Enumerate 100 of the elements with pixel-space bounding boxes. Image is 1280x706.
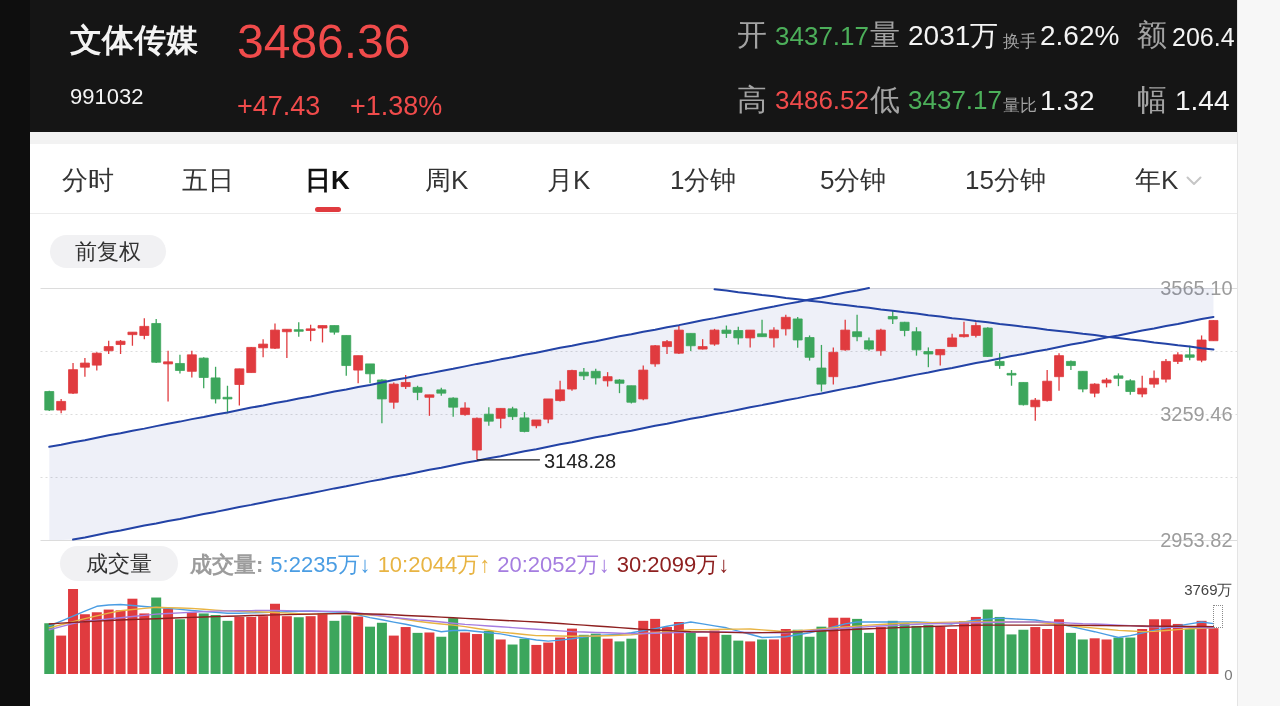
- candlestick: [1054, 352, 1064, 392]
- text: 低: [870, 82, 900, 118]
- candlestick: [1042, 369, 1053, 403]
- bar: [1089, 638, 1100, 674]
- bar: [1184, 628, 1195, 674]
- text: 开: [737, 17, 767, 53]
- candlestick: [353, 355, 364, 384]
- bar: [1077, 639, 1088, 674]
- text: 高: [737, 82, 767, 118]
- text: 成交量:: [190, 551, 264, 579]
- bar: [1113, 637, 1124, 674]
- text: 月K: [547, 165, 591, 197]
- candlestick: [875, 328, 886, 357]
- bar: [709, 630, 720, 674]
- bar: [994, 616, 1005, 674]
- bar: [56, 635, 67, 674]
- bar: [970, 616, 981, 674]
- bar: [959, 621, 969, 674]
- bar: [68, 589, 79, 674]
- candlestick: [1077, 370, 1088, 393]
- bar: [305, 616, 316, 674]
- bar: [198, 613, 209, 674]
- bar: [1137, 628, 1148, 674]
- bar: [1172, 623, 1183, 674]
- bar: [757, 639, 768, 674]
- bar: [1042, 628, 1053, 674]
- candlestick: [757, 319, 767, 338]
- bar: [388, 635, 399, 674]
- text: 文体传媒: [70, 20, 198, 60]
- bar: [590, 633, 601, 674]
- text: 分时: [62, 165, 114, 197]
- bar: [863, 632, 874, 674]
- text: 5分钟: [820, 165, 887, 197]
- candlestick: [852, 314, 862, 342]
- text: 15分钟: [965, 165, 1046, 197]
- candlestick: [923, 346, 934, 368]
- bar: [947, 628, 958, 674]
- candlestick: [1137, 375, 1148, 398]
- bar: [626, 638, 637, 674]
- text: 幅: [1137, 82, 1167, 118]
- bar: [614, 641, 625, 674]
- text: 206.4: [1172, 22, 1235, 52]
- candlestick: [424, 394, 435, 417]
- text: 五日: [182, 165, 234, 197]
- candlestick: [270, 322, 280, 350]
- bar: [293, 617, 304, 674]
- candlestick: [911, 326, 922, 357]
- candlestick: [186, 350, 197, 379]
- bar: [400, 627, 411, 674]
- bar: [531, 644, 542, 674]
- bar: [1160, 619, 1171, 674]
- candlestick: [483, 406, 494, 427]
- bar: [697, 636, 708, 674]
- bar: [163, 608, 174, 674]
- candlestick: [1149, 369, 1159, 389]
- bar: [246, 616, 257, 674]
- bar: [376, 622, 387, 674]
- bar: [673, 621, 684, 674]
- bar: [768, 639, 779, 674]
- candlestick: [769, 326, 779, 349]
- bar: [602, 638, 613, 674]
- bar: [174, 619, 185, 674]
- bar: [578, 634, 589, 674]
- bar: [329, 620, 340, 674]
- candlestick: [163, 350, 173, 403]
- text: 量比: [1003, 95, 1037, 117]
- candlestick: [840, 319, 851, 352]
- candlestick: [1030, 397, 1041, 422]
- candlestick: [543, 398, 554, 424]
- bar: [258, 616, 269, 674]
- text: 3437.17: [775, 21, 869, 53]
- candlestick: [377, 378, 387, 424]
- y-tick-label: 3259.46: [1160, 402, 1233, 425]
- bar: [151, 597, 162, 674]
- y-tick-label: 3769万: [1184, 580, 1233, 598]
- text: 量: [870, 17, 900, 53]
- candlestick: [780, 314, 791, 337]
- bar: [733, 640, 744, 674]
- pill-button: 前复权: [50, 235, 166, 268]
- text: 3486.36: [237, 14, 411, 71]
- bar: [1125, 637, 1136, 674]
- text: 换手: [1003, 31, 1037, 53]
- bar: [780, 628, 791, 674]
- bar: [448, 618, 459, 674]
- candlestick: [175, 354, 185, 375]
- text: 1分钟: [670, 165, 737, 197]
- text: 1.44: [1175, 84, 1230, 118]
- bar: [139, 613, 150, 674]
- text: 额: [1137, 17, 1167, 53]
- pill-button: 成交量: [60, 546, 178, 581]
- candlestick: [448, 396, 459, 418]
- bar: [365, 626, 376, 674]
- y-tick-label: 3565.10: [1160, 276, 1233, 299]
- text: 日K: [305, 165, 350, 197]
- bar: [1149, 619, 1160, 674]
- bar: [543, 642, 554, 674]
- candlestick: [80, 357, 90, 378]
- bar: [935, 626, 946, 674]
- candlestick: [816, 344, 827, 393]
- bar: [1101, 639, 1112, 674]
